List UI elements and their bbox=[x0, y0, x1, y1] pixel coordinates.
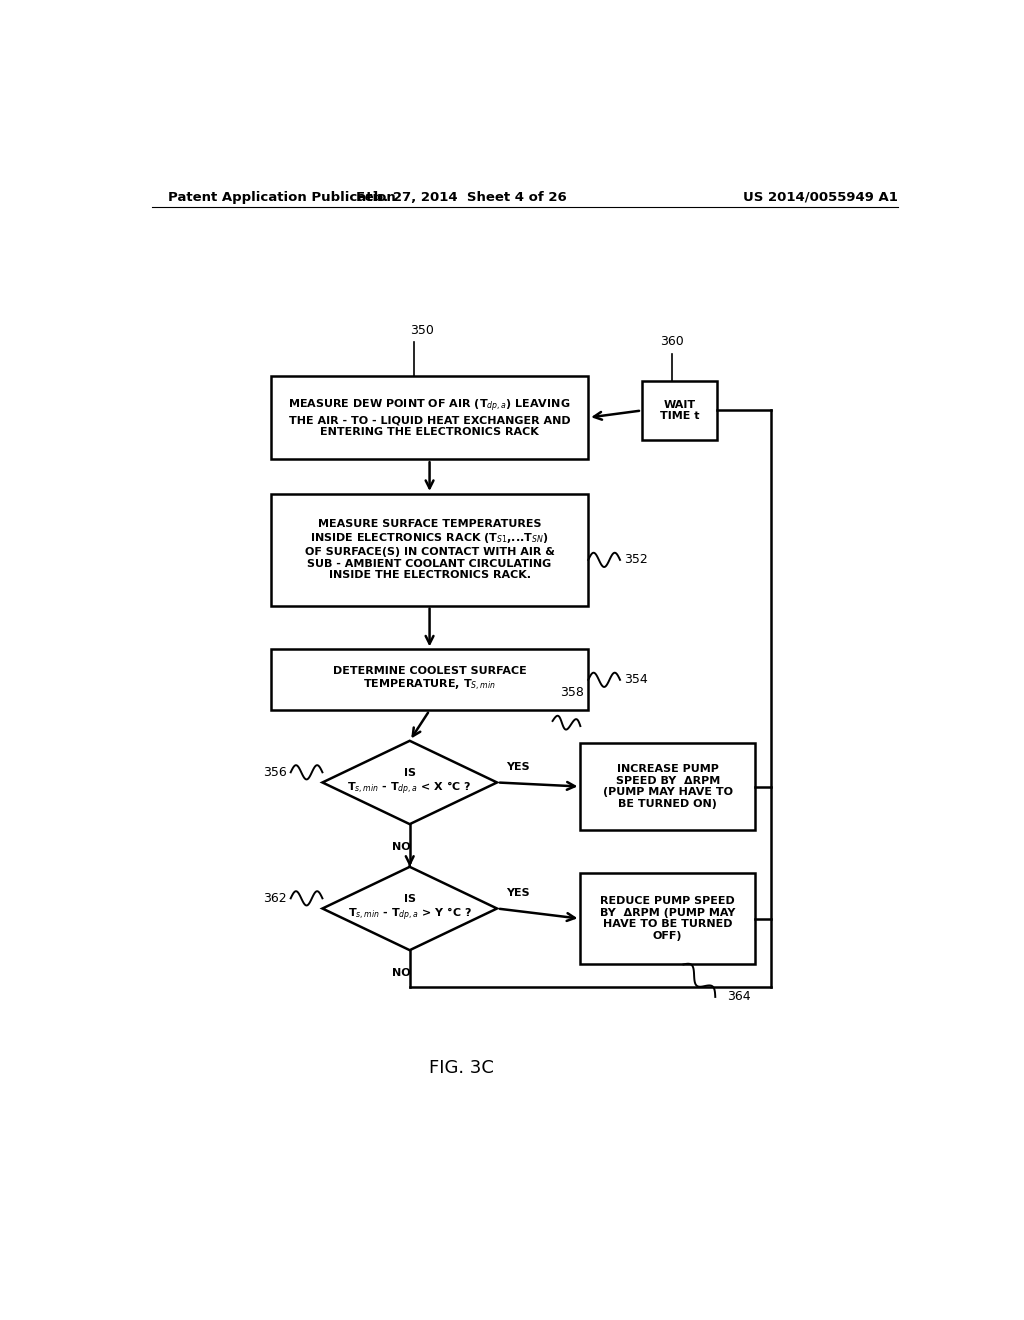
Text: 362: 362 bbox=[263, 892, 287, 904]
FancyBboxPatch shape bbox=[581, 873, 755, 965]
Polygon shape bbox=[323, 867, 497, 950]
Text: INCREASE PUMP
SPEED BY  ΔRPM
(PUMP MAY HAVE TO
BE TURNED ON): INCREASE PUMP SPEED BY ΔRPM (PUMP MAY HA… bbox=[603, 764, 732, 809]
Polygon shape bbox=[323, 741, 497, 824]
FancyBboxPatch shape bbox=[270, 494, 588, 606]
FancyBboxPatch shape bbox=[581, 743, 755, 830]
Text: IS
T$_{s,min}$ - T$_{dp,a}$ < X °C ?: IS T$_{s,min}$ - T$_{dp,a}$ < X °C ? bbox=[347, 768, 472, 797]
Text: MEASURE SURFACE TEMPERATURES
INSIDE ELECTRONICS RACK (T$_{S1}$,...T$_{SN}$)
OF S: MEASURE SURFACE TEMPERATURES INSIDE ELEC… bbox=[304, 519, 555, 579]
Text: US 2014/0055949 A1: US 2014/0055949 A1 bbox=[743, 190, 898, 203]
Text: 354: 354 bbox=[624, 673, 648, 686]
Text: REDUCE PUMP SPEED
BY  ΔRPM (PUMP MAY
HAVE TO BE TURNED
OFF): REDUCE PUMP SPEED BY ΔRPM (PUMP MAY HAVE… bbox=[600, 896, 735, 941]
FancyBboxPatch shape bbox=[270, 649, 588, 710]
Text: FIG. 3C: FIG. 3C bbox=[429, 1059, 494, 1077]
Text: NO: NO bbox=[392, 842, 411, 853]
Text: 350: 350 bbox=[410, 325, 433, 338]
Text: NO: NO bbox=[392, 969, 411, 978]
Text: 360: 360 bbox=[659, 335, 683, 348]
Text: Feb. 27, 2014  Sheet 4 of 26: Feb. 27, 2014 Sheet 4 of 26 bbox=[356, 190, 566, 203]
Text: 352: 352 bbox=[624, 553, 648, 566]
Text: IS
T$_{s,min}$ - T$_{dp,a}$ > Y °C ?: IS T$_{s,min}$ - T$_{dp,a}$ > Y °C ? bbox=[348, 894, 472, 924]
Text: YES: YES bbox=[507, 763, 530, 772]
Text: 364: 364 bbox=[727, 990, 751, 1003]
Text: 356: 356 bbox=[263, 766, 287, 779]
Text: 358: 358 bbox=[560, 685, 585, 698]
Text: DETERMINE COOLEST SURFACE
TEMPERATURE, T$_{S, min}$: DETERMINE COOLEST SURFACE TEMPERATURE, T… bbox=[333, 667, 526, 693]
Text: MEASURE DEW POINT OF AIR (T$_{dp,a}$) LEAVING
THE AIR - TO - LIQUID HEAT EXCHANG: MEASURE DEW POINT OF AIR (T$_{dp,a}$) LE… bbox=[289, 397, 570, 437]
FancyBboxPatch shape bbox=[642, 381, 717, 440]
Text: WAIT
TIME t: WAIT TIME t bbox=[659, 400, 699, 421]
Text: YES: YES bbox=[507, 888, 530, 899]
Text: Patent Application Publication: Patent Application Publication bbox=[168, 190, 395, 203]
FancyBboxPatch shape bbox=[270, 376, 588, 459]
